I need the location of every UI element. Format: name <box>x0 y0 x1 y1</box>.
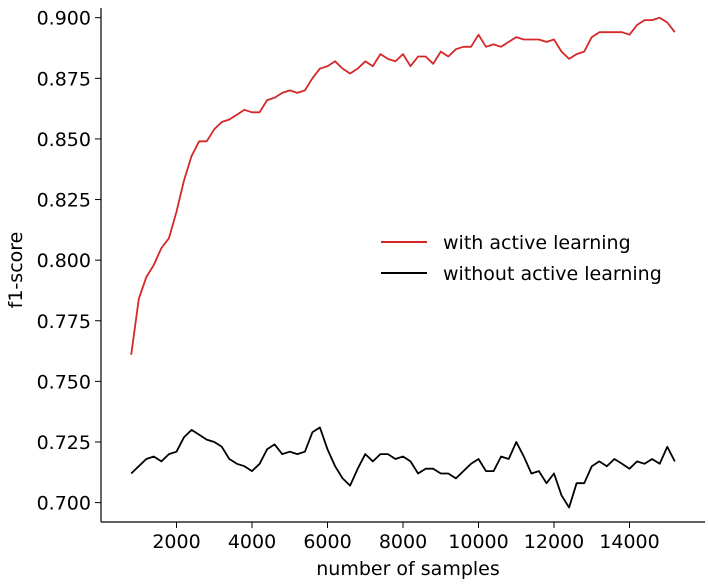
legend-label-with-active-learning: with active learning <box>443 232 631 254</box>
y-tick-label: 0.700 <box>37 493 91 515</box>
series-line-without-active-learning <box>130 426 676 509</box>
x-tick-label: 12000 <box>524 531 584 553</box>
y-tick-label: 0.775 <box>37 311 91 333</box>
y-tick-label: 0.750 <box>37 371 91 393</box>
x-tick-label: 10000 <box>448 531 508 553</box>
x-tick-label: 6000 <box>303 531 351 553</box>
series-layer <box>130 16 676 509</box>
y-tick-label: 0.825 <box>37 190 91 212</box>
y-tick-label: 0.900 <box>37 8 91 30</box>
y-axis-label: f1-score <box>5 232 27 309</box>
y-tick-label: 0.850 <box>37 129 91 151</box>
y-tick-label: 0.725 <box>37 432 91 454</box>
tick-layer: 2000 4000 6000 8000 10000 12000 14000 0.700 0.72… <box>37 8 660 553</box>
y-tick-label: 0.875 <box>37 68 91 90</box>
y-tick-label: 0.800 <box>37 250 91 272</box>
series-line-with-active-learning <box>130 16 676 355</box>
legend-label-without-active-learning: without active learning <box>443 263 662 285</box>
x-tick-label: 8000 <box>379 531 427 553</box>
x-axis-label: number of samples <box>316 558 500 580</box>
x-tick-label: 2000 <box>152 531 200 553</box>
x-tick-label: 14000 <box>599 531 659 553</box>
legend: with active learning without active lear… <box>381 232 662 285</box>
x-tick-label: 4000 <box>228 531 276 553</box>
